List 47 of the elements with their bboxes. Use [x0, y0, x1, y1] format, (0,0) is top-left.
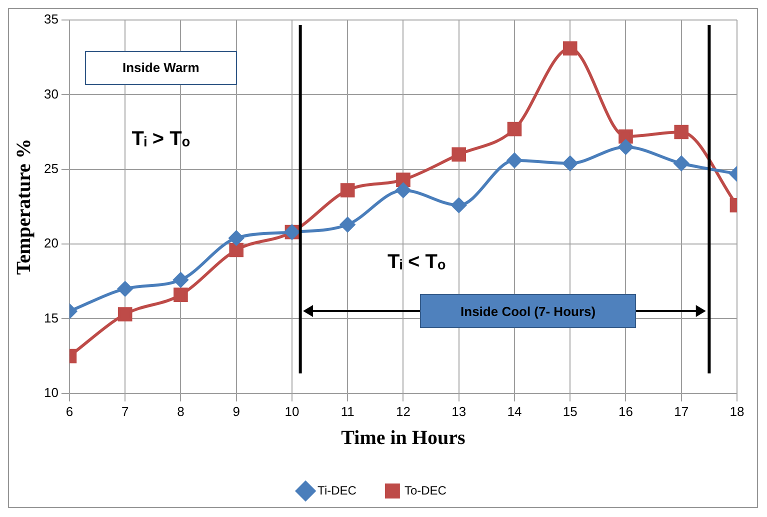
y-axis-title: Temperature %: [13, 138, 36, 275]
x-tick-label: 7: [121, 404, 129, 419]
y-tick-label: 10: [44, 384, 58, 400]
x-tick-label: 16: [618, 404, 633, 419]
x-tick-label: 12: [396, 404, 410, 419]
y-tick-label: 35: [44, 12, 58, 27]
x-tick-label: 11: [340, 404, 354, 419]
point: [396, 182, 411, 198]
point: [674, 124, 689, 140]
point: [674, 156, 689, 171]
point: [228, 230, 244, 246]
x-tick-label: 15: [562, 404, 578, 419]
point: [562, 41, 578, 56]
point: [618, 129, 633, 144]
x-tick-label: 9: [232, 404, 240, 419]
x-tick-label: 18: [730, 404, 744, 419]
text-box: Inside Warm: [84, 50, 237, 85]
x-tick-label: 13: [452, 404, 466, 419]
point: [506, 152, 522, 168]
y-tick-label: 25: [44, 160, 58, 176]
x-tick-label: 6: [66, 404, 74, 419]
point: [507, 122, 522, 136]
point: [340, 183, 355, 198]
point: [451, 198, 466, 213]
x-tick-label: 17: [674, 404, 689, 419]
point: [396, 172, 410, 187]
x-axis-title: Time in Hours: [341, 427, 466, 450]
y-tick-label: 20: [44, 236, 58, 251]
legend-label: Ti-DEC: [318, 483, 357, 498]
x-tick-label: 14: [507, 404, 522, 419]
point: [118, 307, 132, 322]
point: [452, 147, 466, 162]
legend-label: To-DEC: [404, 483, 447, 498]
point: [229, 242, 244, 258]
annotation: Tᵢ < Tₒ: [387, 251, 446, 274]
x-tick-label: 10: [284, 404, 300, 419]
x-tick-label: 8: [177, 404, 184, 419]
point: [173, 272, 188, 288]
point: [340, 217, 356, 232]
text-box: Inside Cool (7- Hours): [420, 294, 636, 328]
point: [618, 139, 634, 154]
annotation: Tᵢ > Tₒ: [132, 128, 190, 150]
point: [118, 281, 133, 296]
y-tick-label: 15: [44, 310, 58, 326]
point: [174, 288, 188, 302]
y-tick-label: 30: [44, 86, 58, 102]
point: [562, 156, 578, 171]
